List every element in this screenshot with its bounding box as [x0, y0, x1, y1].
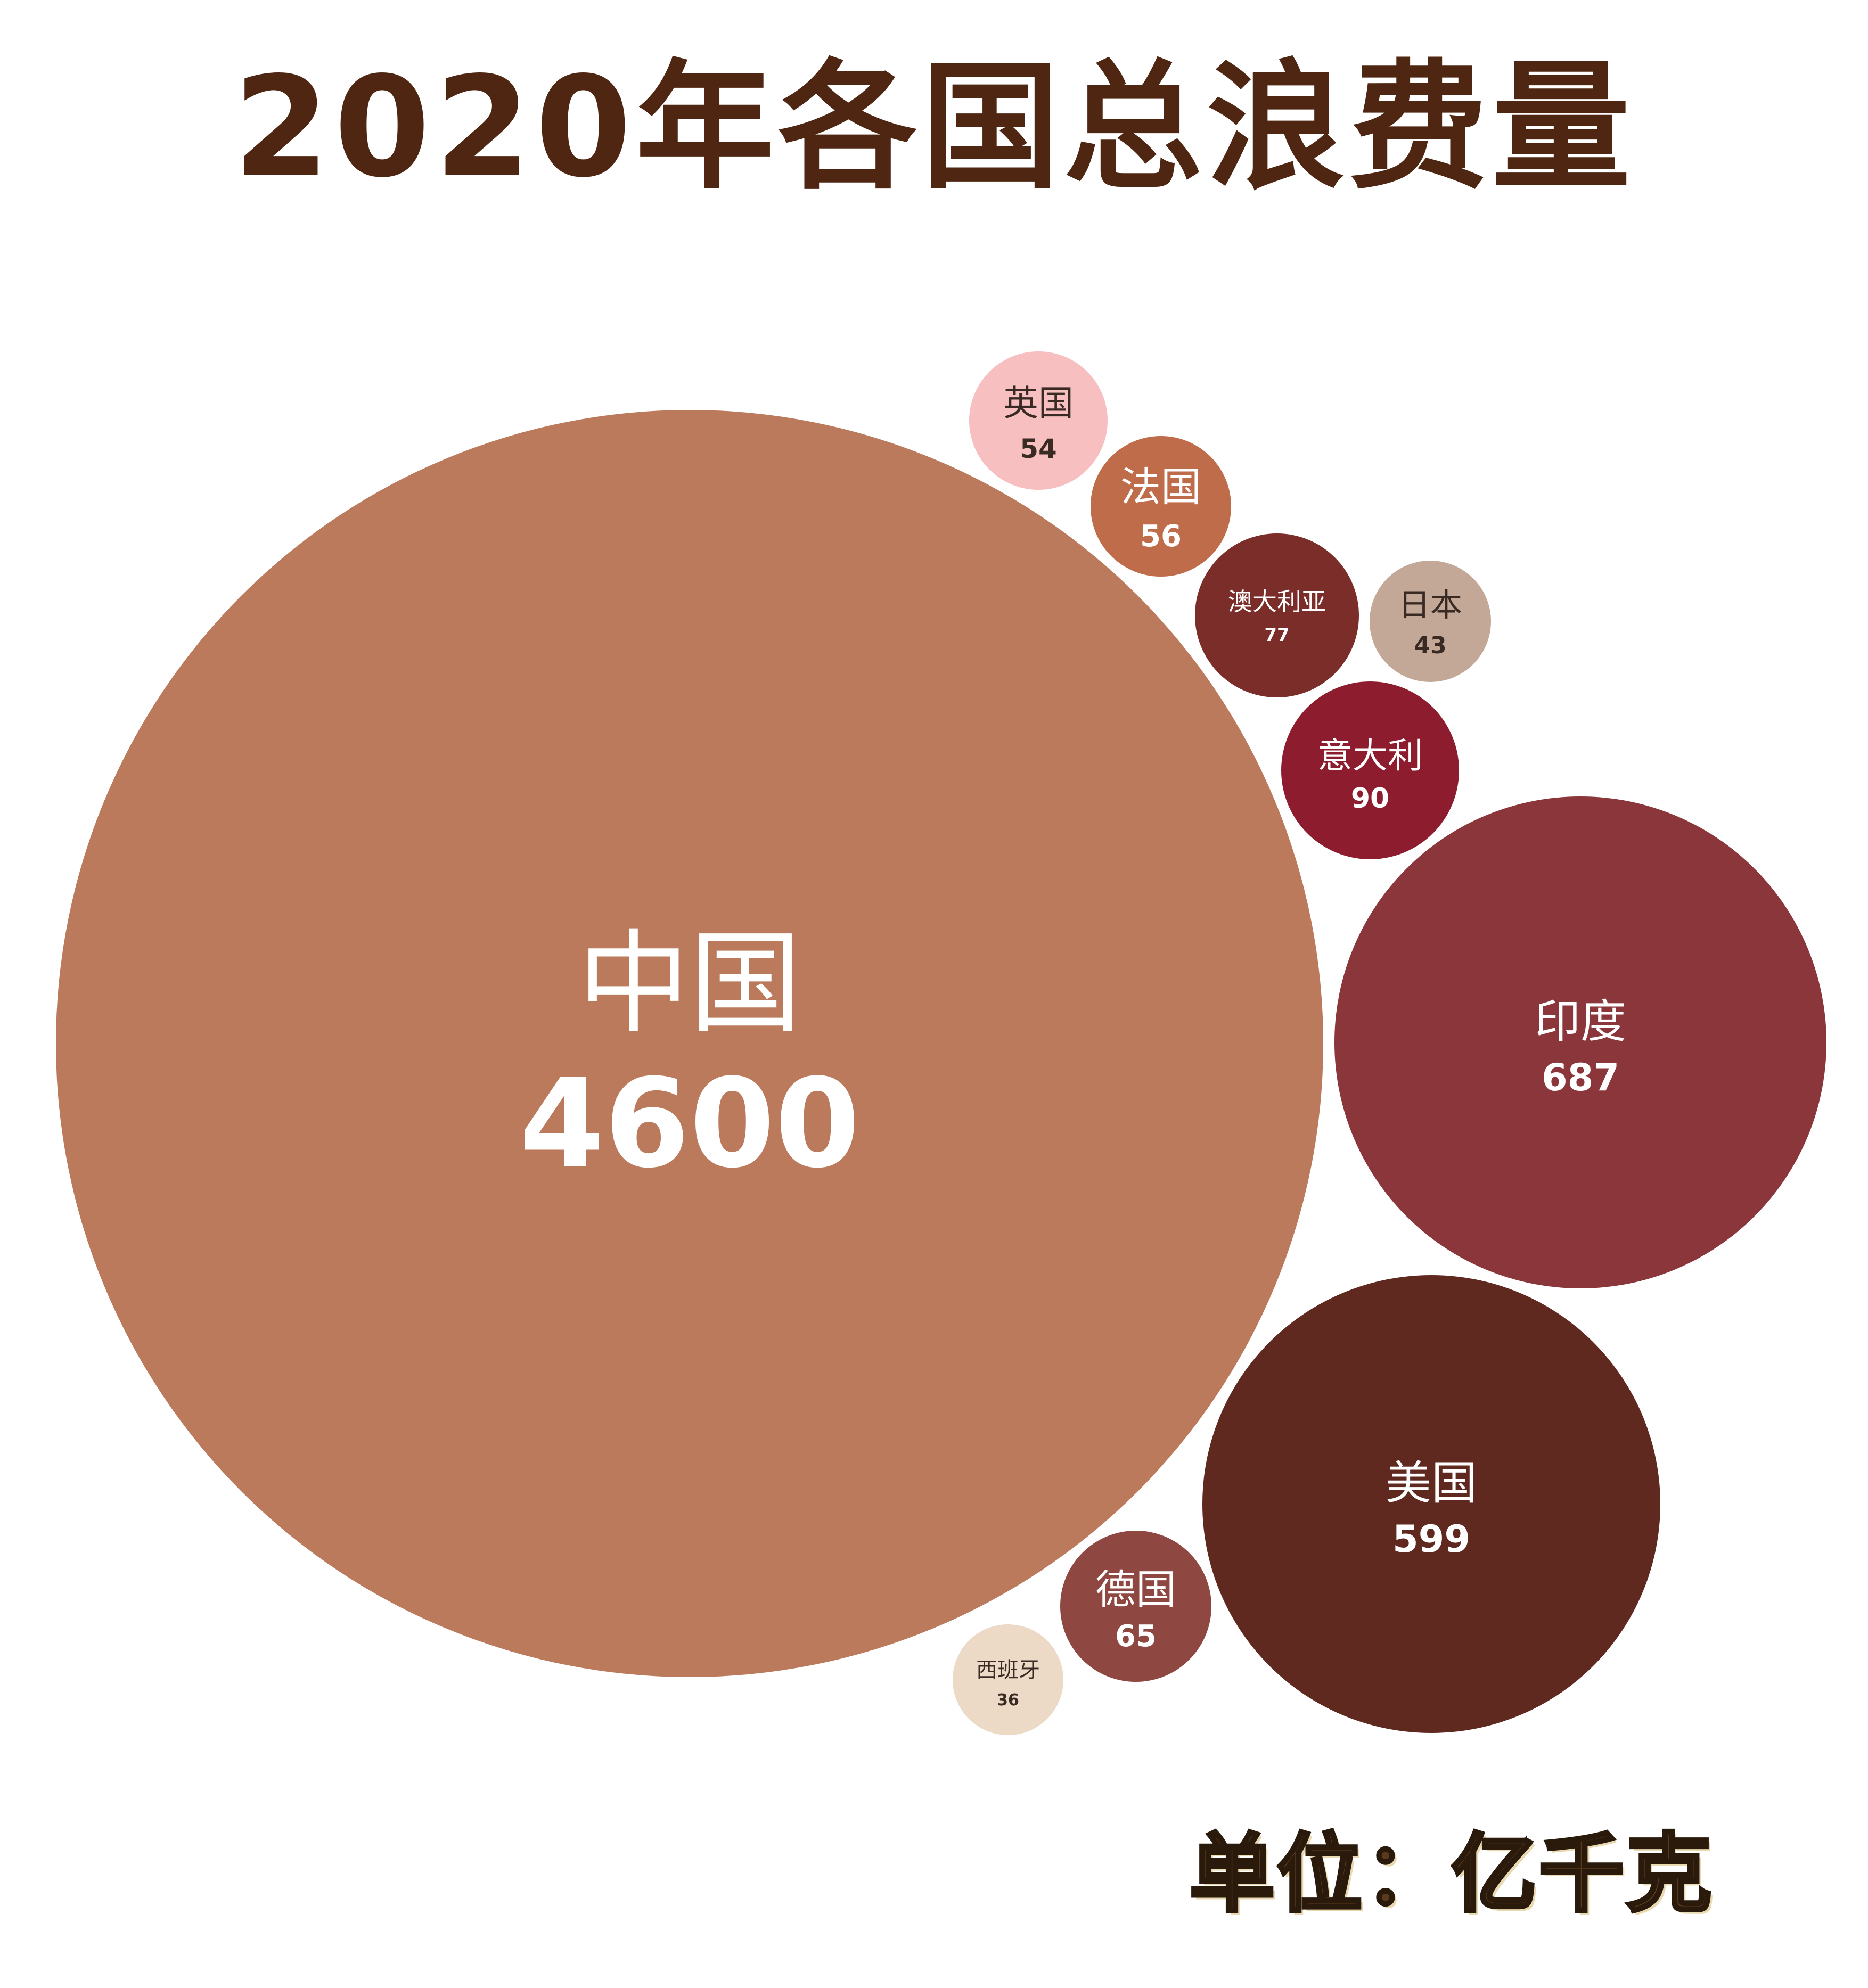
- bubble-australia: 澳大利亚 77: [1195, 533, 1359, 697]
- bubble-circle-japan: [1370, 561, 1491, 682]
- bubble-circle-india: [1334, 796, 1826, 1288]
- bubble-label-germany: 德国: [1095, 1566, 1176, 1613]
- bubble-label-italy: 意大利: [1317, 735, 1423, 776]
- bubble-label-china: 中国: [578, 918, 801, 1049]
- chart-title: 2020年各国总浪费量: [233, 47, 1635, 208]
- bubble-value-usa: 599: [1392, 1517, 1470, 1561]
- bubble-france: 法国 56: [1091, 436, 1231, 577]
- bubble-value-australia: 77: [1264, 625, 1289, 646]
- bubble-japan: 日本 43: [1370, 561, 1491, 682]
- bubble-label-australia: 澳大利亚: [1228, 587, 1326, 616]
- bubble-value-france: 56: [1140, 519, 1182, 554]
- bubble-value-spain: 36: [997, 1691, 1019, 1710]
- bubble-circle-usa: [1202, 1275, 1660, 1733]
- bubble-india: 印度 687: [1334, 796, 1826, 1288]
- bubble-circle-australia: [1195, 533, 1359, 697]
- bubble-spain: 西班牙 36: [953, 1624, 1063, 1735]
- bubble-circle-italy: [1281, 681, 1459, 859]
- bubble-value-japan: 43: [1414, 632, 1446, 659]
- bubble-value-uk: 54: [1020, 433, 1057, 464]
- bubble-usa: 美国 599: [1202, 1275, 1660, 1733]
- bubble-circle-germany: [1060, 1531, 1211, 1682]
- bubble-label-usa: 美国: [1386, 1457, 1477, 1510]
- bubble-label-uk: 英国: [1003, 383, 1074, 424]
- bubble-italy: 意大利 90: [1281, 681, 1459, 859]
- bubble-label-india: 印度: [1535, 995, 1626, 1048]
- bubble-circle-uk: [969, 351, 1108, 490]
- bubble-circle-china: [56, 410, 1323, 1677]
- bubble-germany: 德国 65: [1060, 1531, 1211, 1682]
- bubble-label-spain: 西班牙: [976, 1658, 1040, 1682]
- bubble-circle-france: [1091, 436, 1231, 577]
- bubble-value-italy: 90: [1351, 783, 1389, 815]
- bubble-uk: 英国 54: [969, 351, 1108, 490]
- bubble-value-germany: 65: [1115, 1619, 1157, 1654]
- bubble-label-japan: 日本: [1398, 587, 1462, 624]
- bubble-circle-spain: [953, 1624, 1063, 1735]
- unit-note: 单位：亿千克: [1188, 1824, 1714, 1924]
- bubble-label-france: 法国: [1120, 463, 1201, 511]
- bubble-value-china: 4600: [519, 1053, 860, 1195]
- bubble-value-india: 687: [1542, 1056, 1619, 1099]
